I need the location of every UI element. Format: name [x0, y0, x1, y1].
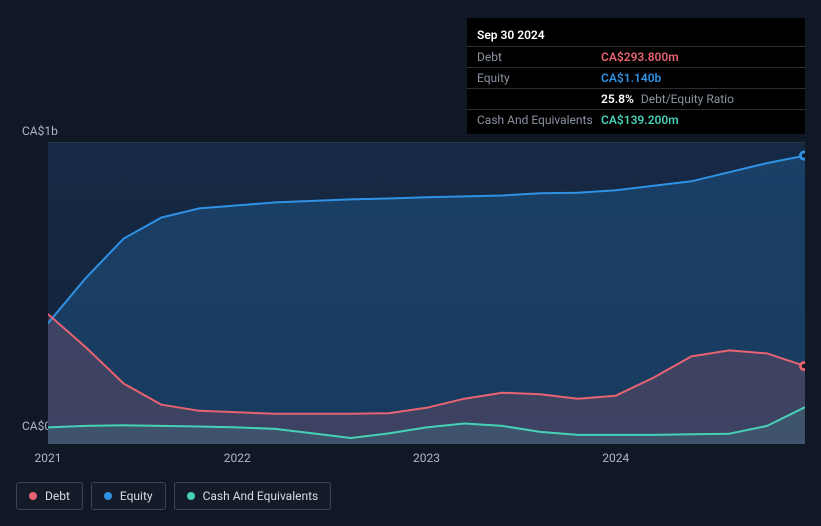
legend-item-equity[interactable]: Equity: [91, 482, 166, 510]
tooltip-label-debt: Debt: [477, 50, 601, 64]
tooltip-row-ratio: 25.8% Debt/Equity Ratio: [467, 88, 805, 109]
legend-dot-debt: [29, 492, 37, 500]
financials-chart-widget: Sep 30 2024 Debt CA$293.800m Equity CA$1…: [0, 0, 821, 526]
tooltip-value-debt: CA$293.800m: [601, 50, 679, 64]
tooltip-label-equity: Equity: [477, 71, 601, 85]
x-axis-label-0: 2021: [35, 451, 62, 465]
x-axis-label-1: 2022: [224, 451, 251, 465]
legend-dot-equity: [104, 492, 112, 500]
y-axis-label-top: CA$1b: [22, 124, 58, 138]
tooltip-label-cash: Cash And Equivalents: [477, 113, 601, 127]
tooltip-value-ratio: 25.8%: [601, 92, 634, 106]
x-axis-label-3: 2024: [602, 451, 629, 465]
y-axis-label-bottom: CA$0: [22, 419, 51, 433]
legend-label-cash: Cash And Equivalents: [203, 489, 319, 503]
hover-tooltip: Sep 30 2024 Debt CA$293.800m Equity CA$1…: [467, 18, 805, 134]
legend-item-cash[interactable]: Cash And Equivalents: [174, 482, 332, 510]
legend-dot-cash: [187, 492, 195, 500]
tooltip-value-equity: CA$1.140b: [601, 71, 661, 85]
area-chart[interactable]: [48, 142, 805, 444]
chart-legend: Debt Equity Cash And Equivalents: [16, 482, 331, 510]
tooltip-date: Sep 30 2024: [467, 22, 805, 46]
tooltip-row-equity: Equity CA$1.140b: [467, 67, 805, 88]
legend-item-debt[interactable]: Debt: [16, 482, 83, 510]
tooltip-label-ratio: Debt/Equity Ratio: [641, 92, 734, 106]
tooltip-value-cash: CA$139.200m: [601, 113, 679, 127]
legend-label-debt: Debt: [45, 489, 70, 503]
tooltip-row-cash: Cash And Equivalents CA$139.200m: [467, 109, 805, 130]
legend-label-equity: Equity: [120, 489, 153, 503]
x-axis-label-2: 2023: [413, 451, 440, 465]
tooltip-row-debt: Debt CA$293.800m: [467, 46, 805, 67]
